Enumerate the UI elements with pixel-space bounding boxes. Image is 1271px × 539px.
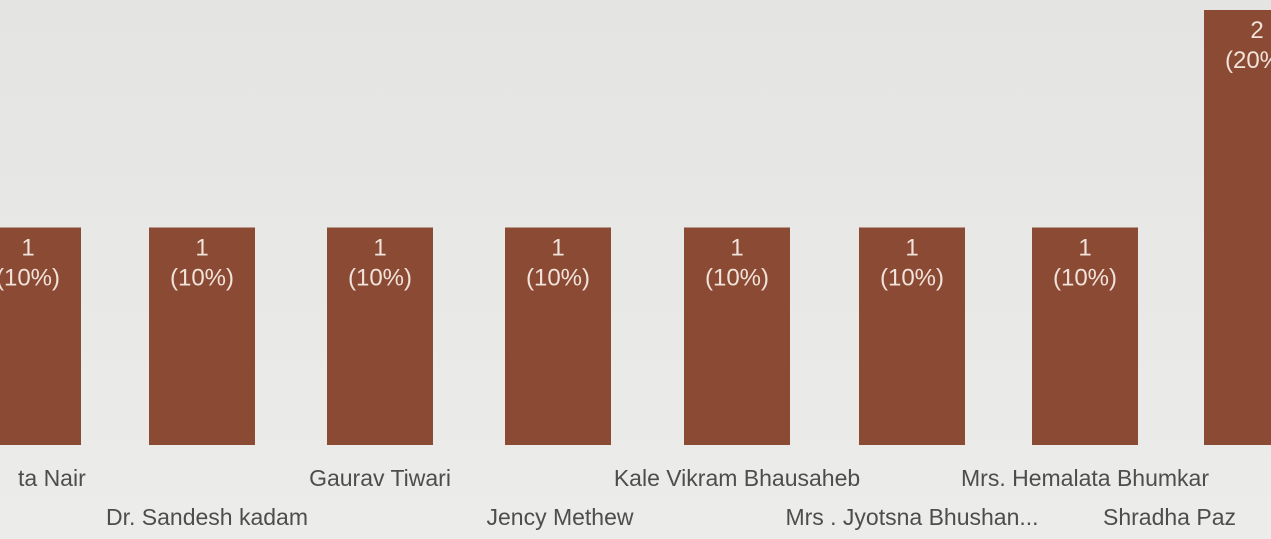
x-tick-label: Mrs. Hemalata Bhumkar: [961, 465, 1209, 491]
bar: [149, 227, 255, 445]
value-label: 1 (10%): [1053, 235, 1117, 292]
bar: [327, 227, 433, 445]
x-tick-label: Gaurav Tiwari: [309, 465, 451, 491]
x-tick-label: Dr. Sandesh kadam: [106, 504, 308, 530]
value-label: 1 (10%): [170, 235, 234, 292]
bar: [0, 227, 81, 445]
value-label: 1 (10%): [705, 235, 769, 292]
x-tick-label: Jency Methew: [486, 504, 633, 530]
x-tick-label: Kale Vikram Bhausaheb: [614, 465, 860, 491]
x-tick-label: Shradha Paz: [1103, 504, 1236, 530]
value-label: 1 (10%): [348, 235, 412, 292]
bar: [505, 227, 611, 445]
value-label: 1 (10%): [880, 235, 944, 292]
value-label: 1 (10%): [0, 235, 60, 292]
bar: [1204, 10, 1271, 445]
bar: [1032, 227, 1138, 445]
value-label: 2(20%): [1225, 17, 1271, 74]
bar: [859, 227, 965, 445]
x-tick-label: ta Nair: [18, 465, 86, 491]
value-label: 1 (10%): [526, 235, 590, 292]
bar: [684, 227, 790, 445]
x-tick-label: Mrs . Jyotsna Bhushan...: [785, 504, 1038, 530]
